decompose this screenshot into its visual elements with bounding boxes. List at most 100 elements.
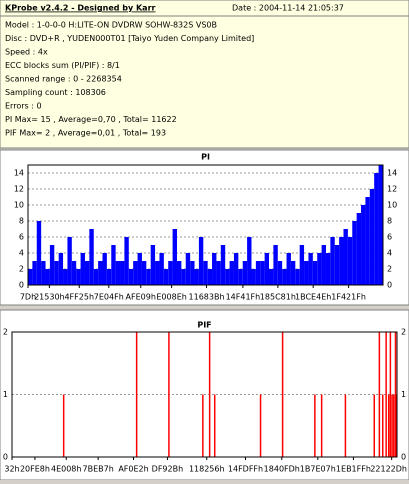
- bar: [76, 269, 81, 285]
- bar: [41, 261, 46, 285]
- bar: [343, 229, 348, 285]
- bar: [36, 221, 42, 285]
- bar: [361, 205, 366, 285]
- bar: [304, 261, 309, 285]
- bar: [325, 253, 331, 285]
- bar: [62, 394, 65, 457]
- bar: [202, 394, 204, 457]
- chart-title: PI: [201, 153, 210, 162]
- bar: [225, 269, 230, 285]
- info-line: PIF Max= 2 , Average=0,01 , Total= 193: [5, 129, 166, 138]
- x-tick-label: 7E04Fh: [94, 293, 124, 302]
- x-tick-label: 1B7E07h: [300, 465, 336, 474]
- bar: [168, 332, 170, 457]
- bar: [255, 261, 261, 285]
- bar: [393, 394, 395, 457]
- bar: [356, 213, 362, 285]
- date: Date : 2004-11-14 21:05:37: [232, 4, 344, 13]
- y-tick-label: 2: [387, 265, 392, 274]
- bar: [106, 269, 112, 285]
- bar: [168, 261, 173, 285]
- bar: [63, 269, 68, 285]
- bar: [212, 253, 217, 285]
- bar: [150, 245, 156, 285]
- bar: [185, 253, 191, 285]
- bar: [321, 245, 326, 285]
- y-tick-label: 10: [14, 201, 24, 210]
- bar: [314, 394, 316, 457]
- y-tick-label: 2: [401, 328, 406, 337]
- x-tick-label: 21530h: [34, 293, 65, 302]
- y-tick-label: 6: [19, 233, 24, 242]
- bar: [159, 253, 164, 285]
- x-tick-label: DF92Bh: [152, 465, 184, 474]
- bar: [163, 269, 169, 285]
- y-tick-label: 0: [401, 453, 406, 462]
- bar: [229, 261, 234, 285]
- bar: [299, 245, 305, 285]
- bar: [389, 332, 392, 457]
- bar: [320, 394, 323, 457]
- plot-frame: [11, 331, 398, 458]
- y-tick-label: 1: [3, 390, 8, 399]
- bar: [264, 253, 270, 285]
- bar: [242, 261, 248, 285]
- bar: [290, 261, 296, 285]
- info-line: Scanned range : 0 - 2268354: [5, 75, 122, 84]
- bar: [194, 269, 199, 285]
- bar: [269, 269, 274, 285]
- bar: [213, 394, 216, 457]
- bar: [49, 245, 55, 285]
- bar: [277, 261, 283, 285]
- bar: [54, 261, 59, 285]
- bar: [233, 253, 239, 285]
- bar: [28, 269, 33, 285]
- y-tick-label: 10: [387, 201, 397, 210]
- bar: [124, 237, 129, 285]
- x-tick-label: E008Eh: [156, 293, 186, 302]
- x-tick-label: 7Dh: [20, 293, 36, 302]
- info-line: Speed : 4x: [5, 48, 48, 57]
- bar: [155, 261, 160, 285]
- info-line: PI Max= 15 , Average=0,70 , Total= 11622: [5, 115, 177, 124]
- bar: [203, 261, 208, 285]
- bar: [93, 269, 99, 285]
- bar: [128, 269, 134, 285]
- bar: [344, 394, 347, 457]
- bar: [216, 261, 221, 285]
- y-tick-label: 4: [19, 249, 24, 258]
- bar: [80, 253, 85, 285]
- y-tick-label: 12: [387, 185, 397, 194]
- x-tick-label: 1BCE4Eh: [295, 293, 331, 302]
- bar: [141, 261, 147, 285]
- bar: [330, 237, 335, 285]
- bar: [111, 245, 116, 285]
- bar: [137, 253, 142, 285]
- info-line: Model : 1-0-0-0 H:LITE-ON DVDRW SOHW-832…: [5, 21, 217, 30]
- x-tick-label: 11683Bh: [189, 293, 225, 302]
- bar: [84, 261, 90, 285]
- bar: [190, 261, 195, 285]
- bar: [67, 237, 72, 285]
- y-tick-label: 2: [3, 328, 8, 337]
- bar: [352, 221, 357, 285]
- x-tick-label: 1F421Fh: [331, 293, 366, 302]
- y-tick-label: 14: [14, 169, 24, 178]
- y-tick-label: 8: [19, 217, 24, 226]
- y-tick-label: 8: [387, 217, 392, 226]
- bar: [394, 332, 397, 457]
- y-tick-label: 12: [14, 185, 24, 194]
- bar: [207, 269, 213, 285]
- bar: [45, 269, 50, 285]
- bar: [347, 237, 353, 285]
- info-line: Sampling count : 108306: [5, 88, 106, 97]
- x-tick-label: 1EB1FFh: [336, 465, 371, 474]
- bar: [378, 165, 383, 285]
- bar: [387, 394, 390, 457]
- bar: [365, 197, 370, 285]
- bar: [260, 261, 265, 285]
- bar: [369, 189, 375, 285]
- x-tick-label: 4E008h: [51, 465, 81, 474]
- bar: [89, 229, 94, 285]
- bar: [238, 269, 243, 285]
